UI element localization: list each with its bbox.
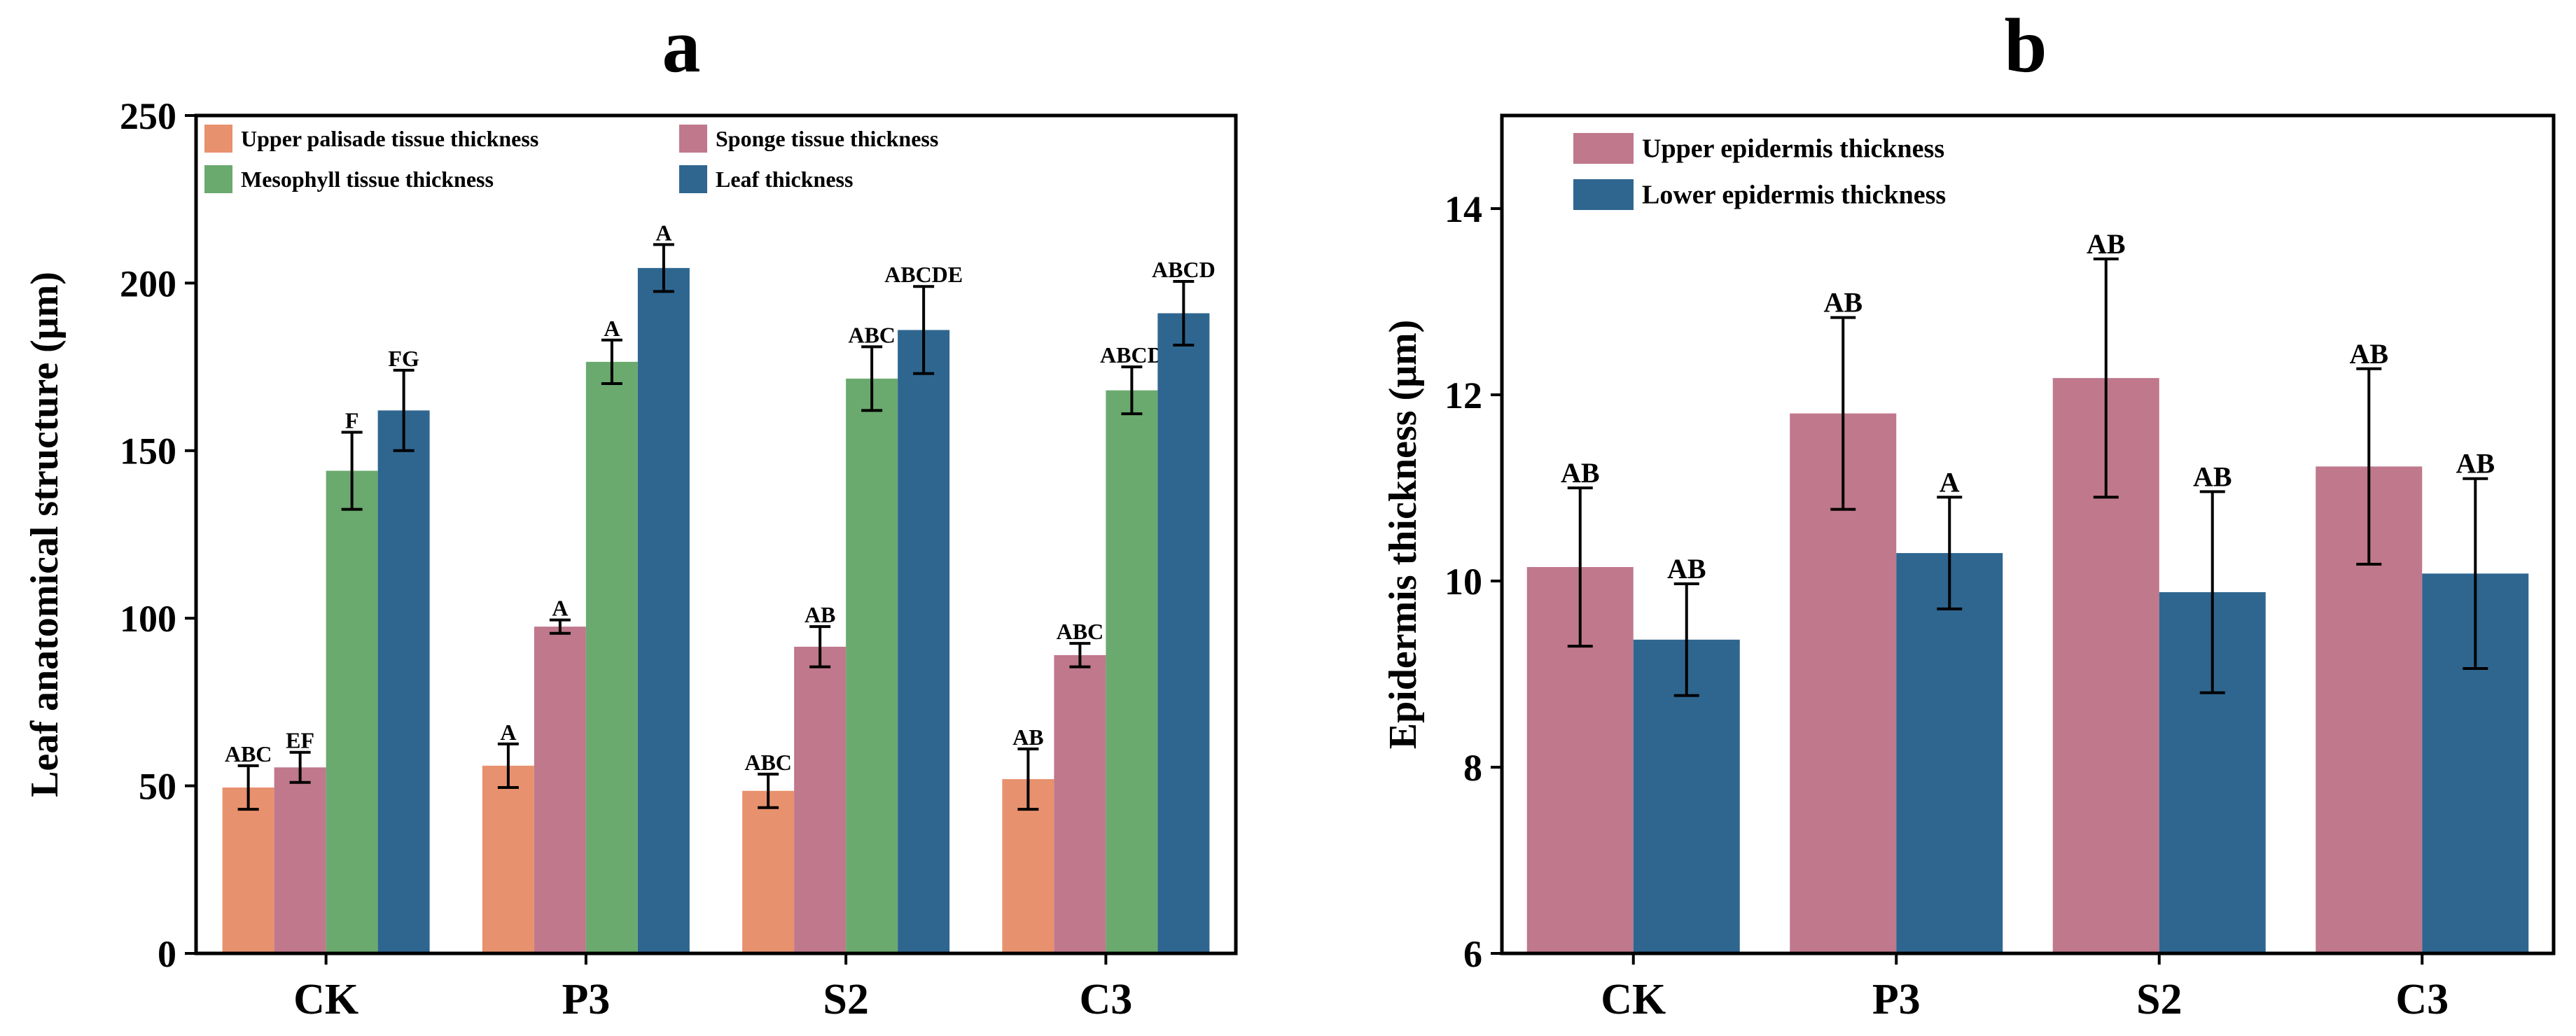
- significance-letter: AB: [805, 602, 835, 627]
- legend-label: Sponge tissue thickness: [716, 126, 938, 151]
- bar-c3-series-1: [1054, 654, 1106, 953]
- legend-swatch: [204, 165, 232, 193]
- significance-letter: AB: [2193, 461, 2232, 492]
- x-category-label: P3: [1872, 976, 1921, 1023]
- significance-letter: AB: [1823, 287, 1863, 318]
- y-axis-label: Epidermis thickness (μm): [1381, 320, 1425, 750]
- bar-s2-series-0: [742, 790, 795, 953]
- y-tick-label: 100: [120, 598, 176, 640]
- x-category-label: C3: [2395, 976, 2449, 1023]
- significance-letter: A: [1940, 466, 1960, 498]
- y-tick-label: 8: [1463, 747, 1482, 789]
- significance-letter: AB: [2456, 448, 2495, 479]
- y-tick-label: 50: [139, 766, 176, 808]
- x-category-label: CK: [1601, 976, 1666, 1023]
- significance-letter: ABC: [848, 322, 896, 347]
- legend-label: Upper palisade tissue thickness: [241, 126, 538, 151]
- significance-letter: A: [604, 316, 620, 341]
- bar-p3-series-0: [482, 765, 534, 953]
- bar-ck-series-0: [222, 787, 274, 953]
- y-axis-label: Leaf anatomical structure (μm): [23, 272, 67, 797]
- significance-letter: ABCD: [1100, 342, 1164, 368]
- bar-s2-series-1: [794, 646, 847, 953]
- significance-letter: AB: [2087, 228, 2126, 260]
- plot-frame: [194, 113, 1238, 955]
- significance-letter: ABC: [744, 750, 792, 775]
- bar-p3-series-2: [585, 361, 638, 953]
- bar-c3-series-2: [1106, 390, 1158, 953]
- legend-label: Lower epidermis thickness: [1642, 180, 1946, 209]
- significance-letter: FG: [388, 346, 419, 371]
- panel-label: b: [2004, 3, 2047, 88]
- bar-ck-series-3: [377, 410, 430, 953]
- y-tick-label: 250: [120, 95, 176, 137]
- legend-swatch: [204, 125, 232, 153]
- significance-letter: ABCD: [1152, 257, 1216, 282]
- legend-label: Upper epidermis thickness: [1642, 134, 1944, 163]
- x-category-label: C3: [1079, 976, 1132, 1023]
- bar-p3-series-1: [1896, 553, 2003, 953]
- significance-letter: AB: [1012, 724, 1043, 750]
- bar-p3-series-1: [534, 626, 586, 953]
- x-category-label: S2: [823, 976, 868, 1023]
- y-tick-label: 12: [1444, 374, 1482, 416]
- significance-letter: AB: [2349, 338, 2388, 370]
- legend-swatch: [1573, 133, 1634, 164]
- significance-letter: A: [552, 596, 568, 621]
- significance-letter: A: [500, 720, 516, 745]
- legend: Upper palisade tissue thickness Sponge ti…: [204, 125, 938, 193]
- bar-s2-series-3: [898, 330, 950, 953]
- significance-letter: ABCDE: [884, 262, 963, 287]
- bar-p3-series-3: [637, 267, 690, 953]
- y-tick-label: 0: [158, 933, 176, 975]
- bar-s2-series-2: [846, 378, 898, 953]
- legend-label: Mesophyll tissue thickness: [241, 167, 494, 192]
- panel-label: a: [662, 3, 701, 88]
- y-tick-label: 14: [1444, 188, 1482, 230]
- legend-swatch: [1573, 179, 1634, 210]
- panel-b-epidermis-chart: b Epidermis thickness (μm) 6 8 10 12 14 AB AB AB A…: [1381, 3, 2556, 1023]
- significance-letter: EF: [286, 728, 314, 753]
- panel-a-leaf-anatomy-chart: a Leaf anatomical structure (μm) 0 50 100 150…: [23, 3, 1238, 1023]
- plot-frame: [1500, 113, 2556, 955]
- x-category-label: P3: [562, 976, 610, 1023]
- x-category-label: S2: [2136, 976, 2182, 1023]
- significance-letter: ABC: [1057, 619, 1104, 644]
- bar-ck-series-1: [274, 767, 326, 953]
- x-category-label: CK: [293, 976, 358, 1023]
- significance-letter: ABC: [225, 741, 272, 766]
- y-tick-label: 10: [1444, 561, 1482, 603]
- significance-letter: A: [655, 220, 671, 245]
- legend-label: Leaf thickness: [716, 167, 853, 192]
- legend-swatch: [679, 125, 707, 153]
- bar-c3-series-3: [1157, 313, 1210, 953]
- bar-ck-series-2: [326, 470, 378, 953]
- y-tick-label: 200: [120, 262, 176, 304]
- significance-letter: AB: [1561, 457, 1600, 489]
- legend-swatch: [679, 165, 707, 193]
- y-tick-label: 6: [1463, 933, 1482, 975]
- significance-letter: F: [345, 407, 359, 433]
- legend: Upper epidermis thickness Lower epidermis…: [1573, 133, 1946, 210]
- y-tick-label: 150: [120, 430, 176, 472]
- significance-letter: AB: [1667, 553, 1706, 584]
